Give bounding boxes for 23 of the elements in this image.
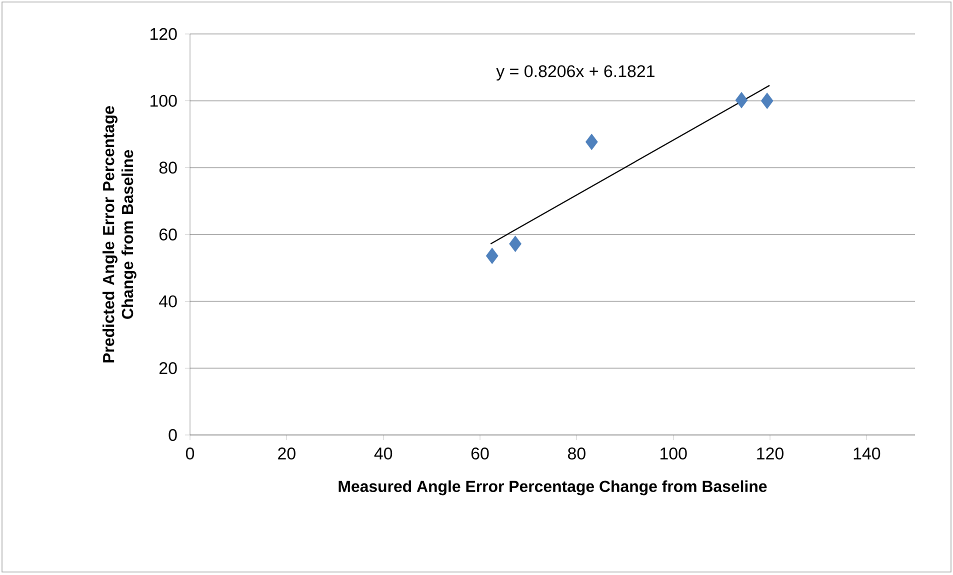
x-tick-label: 120 <box>757 448 784 460</box>
y-tick-label: 120 <box>150 28 177 40</box>
y-tick-label: 100 <box>150 94 177 107</box>
point <box>486 248 498 264</box>
y-tick-label: 60 <box>160 228 177 240</box>
y-tick-label: 20 <box>160 362 177 374</box>
point <box>760 92 774 110</box>
x-axis-title: Measured Angle Error Percentage Change from Baseline <box>338 480 767 496</box>
y-tick-label: 80 <box>159 162 177 174</box>
annotation: y = 0.8206x + 6.1821 <box>496 65 654 81</box>
x-tick-label: 0 <box>186 448 194 460</box>
y-tick-label: 40 <box>159 295 177 308</box>
x-tick-label: 140 <box>854 448 880 460</box>
y-tick-label: 0 <box>168 428 177 441</box>
x-tick-label: 60 <box>471 448 489 460</box>
x-tick-label: 100 <box>660 448 687 460</box>
x-tick-label: 80 <box>568 448 586 460</box>
point <box>509 236 522 252</box>
x-tick-label: 20 <box>278 448 296 460</box>
point <box>735 92 748 108</box>
point <box>585 134 598 150</box>
x-tick-label: 40 <box>374 448 392 460</box>
y-axis-title: Predicted Angle Error Percentage Change from Baseline <box>102 106 136 362</box>
